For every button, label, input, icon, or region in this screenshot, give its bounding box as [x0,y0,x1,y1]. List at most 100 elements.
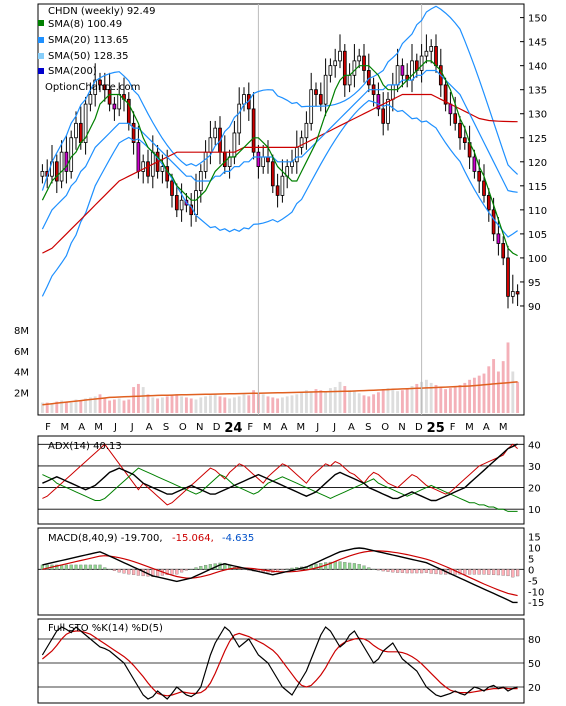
legend-swatch-sma20 [38,37,44,43]
candle-body [362,55,366,71]
candle-body [64,151,69,172]
macd-y-label: -10 [528,587,544,598]
adx-legend: ADX(14) 40.13 [48,441,122,452]
macd-histogram-bar [189,569,193,570]
candle-body [74,122,78,139]
price-y-label: 105 [528,230,547,241]
macd-histogram-bar [175,569,179,575]
macd-histogram-bar [367,567,371,570]
volume-bar [367,396,371,413]
macd-histogram-bar [362,565,366,570]
volume-bar [146,394,150,413]
price-y-label: 135 [528,86,547,97]
volume-bar [314,389,318,413]
volume-bar [122,400,126,413]
macd-histogram-bar [55,564,59,570]
volume-bar [458,384,462,413]
macd-histogram-bar [156,569,160,577]
candle-body [232,132,237,158]
volume-bar [290,395,294,413]
volume-bar [295,394,299,413]
candle-body [328,65,333,76]
volume-bar [180,396,184,413]
macd-histogram-bar [199,566,203,570]
volume-bar [55,401,59,413]
volume-bar [400,390,404,413]
candle-body [410,60,414,81]
volume-bar [396,391,400,413]
volume-bar [300,392,304,413]
candle-body [395,65,400,86]
macd-histogram-bar [117,569,121,573]
volume-bar [136,383,140,413]
macd-histogram-bar [415,569,419,574]
macd-histogram-bar [165,569,169,575]
volume-bar [472,377,476,413]
macd-histogram-bar [477,569,481,575]
candle-body [304,122,309,139]
volume-bar [453,386,457,413]
macd-histogram-bar [492,569,496,575]
candle-body [160,166,165,172]
candle-body [357,55,362,62]
volume-bar [477,375,481,413]
candle-body [342,50,347,86]
macd-histogram-bar [184,569,188,571]
macd-legend-macd: -15.064, [172,533,214,544]
candle-body [515,291,520,295]
macd-histogram-bar [84,564,88,570]
sma50-line [42,93,518,254]
volume-bar [141,387,145,413]
candle-body [323,74,328,105]
macd-histogram-bar [122,569,126,574]
volume-y-label: 2M [14,388,29,399]
macd-histogram-bar [112,569,116,571]
macd-histogram-bar [180,569,184,573]
adx-lines [38,443,524,512]
sto-y-label: 20 [528,683,541,694]
adx-y-label: 40 [528,440,541,451]
candle-body [40,171,45,177]
candle-body [112,103,117,110]
volume-bar [463,382,467,413]
volume-bar [448,388,452,413]
volume-bar [204,396,208,413]
volume-bar [79,400,83,413]
candle-body [59,151,64,182]
macd-histogram-bar [357,564,361,570]
x-axis-label: M [499,422,508,433]
macd-histogram-bar [487,569,491,575]
macd-histogram-bar [352,563,356,570]
macd-histogram-bar [64,564,68,570]
x-axis-label: A [348,422,355,433]
legend-swatch-sma200 [38,68,44,74]
x-axis-label: F [247,422,253,433]
macd-histogram-bar [338,561,342,570]
candle-body [270,161,275,187]
volume-bar [482,373,486,413]
candle-body [93,79,98,95]
candle-body [107,89,112,105]
candle-body [434,46,438,67]
candle-body [424,50,429,57]
adx-y-label: 30 [528,462,541,473]
volume-bar [319,390,323,413]
candle-body [486,195,491,211]
candle-body [170,180,174,196]
volume-bar [228,398,232,413]
volume-bar [381,390,385,413]
volume-bar [276,398,280,413]
candle-body [174,195,179,211]
candle-body [54,161,59,182]
x-axis-label: N [196,422,203,433]
x-axis-label: S [163,422,169,433]
volume-bar [309,391,313,413]
volume-bar [223,397,227,413]
candle-body [88,94,93,105]
price-y-label: 125 [528,134,547,145]
macd-histogram-bar [98,564,102,570]
macd-histogram-bar [242,569,246,570]
legend-sma20: SMA(20) 113.65 [48,35,129,46]
volume-bar [338,381,342,413]
x-axis-label: O [381,422,389,433]
